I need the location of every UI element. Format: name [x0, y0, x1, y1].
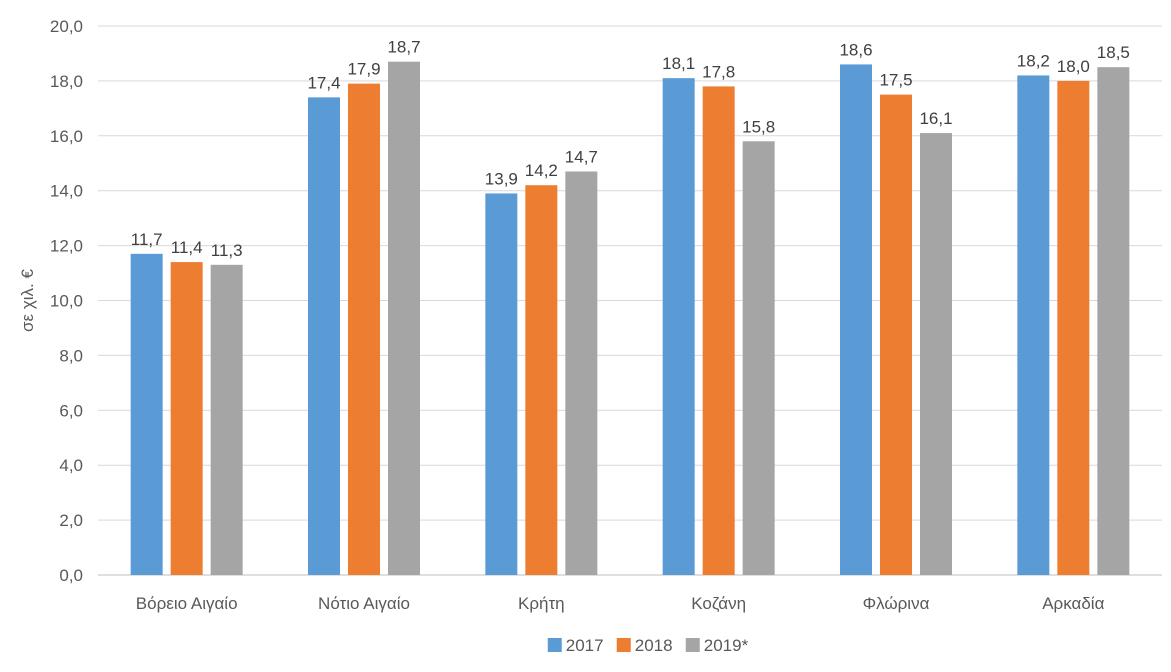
bar-2019 [565, 171, 598, 576]
y-tick-label: 6,0 [59, 401, 83, 420]
data-label: 17,4 [307, 73, 340, 92]
bar-2018 [348, 83, 380, 576]
bar-2019 [210, 264, 243, 575]
x-tick-label: Κοζάνη [691, 594, 746, 613]
bar-2018 [702, 86, 735, 575]
bar-2018 [1057, 80, 1090, 576]
bar-2019 [742, 141, 775, 576]
y-tick-label: 8,0 [59, 346, 83, 365]
legend-label: 2018 [635, 636, 673, 655]
x-tick-label: Νότιο Αιγαίο [318, 594, 410, 613]
bar-2017 [662, 78, 695, 575]
bar-2017 [1017, 75, 1050, 575]
legend-label: 2017 [566, 636, 604, 655]
legend-swatch [685, 638, 700, 652]
bar-2018 [170, 262, 203, 575]
data-label: 14,7 [565, 147, 598, 166]
data-label: 11,7 [131, 230, 163, 249]
x-tick-label: Κρήτη [518, 594, 565, 613]
y-tick-label: 14,0 [50, 182, 83, 201]
bar-2017 [130, 253, 163, 575]
data-label: 14,2 [525, 161, 558, 180]
y-tick-label: 0,0 [59, 566, 83, 585]
bar-2019 [920, 133, 952, 575]
data-label: 18,7 [387, 38, 420, 57]
x-tick-label: Φλώρινα [863, 594, 930, 613]
data-label: 17,8 [702, 62, 735, 81]
bar-2018 [880, 94, 912, 575]
legend-swatch [616, 638, 631, 652]
bar-2017 [308, 97, 340, 576]
data-label: 11,4 [171, 238, 203, 257]
data-label: 18,1 [662, 54, 695, 73]
legend-label: 2019* [704, 636, 749, 655]
legend-swatch [547, 638, 562, 652]
y-tick-label: 16,0 [50, 127, 83, 146]
y-axis-title: σε χιλ. € [18, 269, 37, 332]
data-label: 17,5 [879, 71, 912, 90]
bar-2017 [840, 64, 872, 576]
data-label: 18,6 [839, 40, 872, 59]
data-label: 15,8 [742, 117, 775, 136]
bar-2017 [485, 193, 518, 575]
data-label: 18,5 [1097, 43, 1130, 62]
data-label: 17,9 [347, 60, 380, 79]
data-label: 18,2 [1017, 51, 1050, 70]
y-tick-label: 10,0 [50, 292, 83, 311]
y-tick-label: 12,0 [50, 237, 83, 256]
y-tick-label: 2,0 [59, 511, 83, 530]
x-tick-label: Βόρειο Αιγαίο [136, 594, 238, 613]
bar-2019 [388, 61, 420, 576]
y-tick-label: 18,0 [50, 72, 83, 91]
bar-2018 [525, 185, 558, 575]
y-tick-label: 20,0 [50, 17, 83, 36]
data-label: 18,0 [1057, 57, 1090, 76]
data-label: 11,3 [211, 241, 243, 260]
data-label: 16,1 [919, 109, 952, 128]
y-tick-label: 4,0 [59, 456, 83, 475]
x-tick-label: Αρκαδία [1042, 594, 1104, 613]
bar-2019 [1097, 67, 1130, 576]
data-label: 13,9 [485, 169, 518, 188]
